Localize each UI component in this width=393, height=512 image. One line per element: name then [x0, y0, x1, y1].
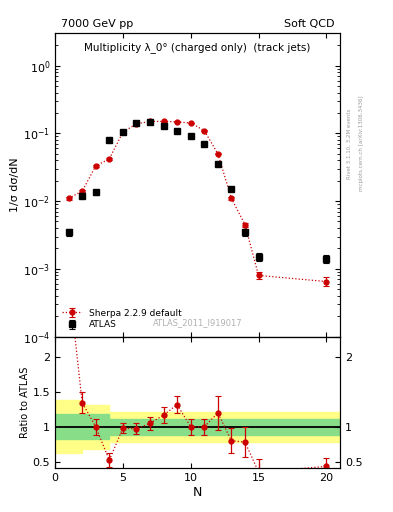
- Text: Soft QCD: Soft QCD: [284, 19, 334, 29]
- Text: ATLAS_2011_I919017: ATLAS_2011_I919017: [152, 318, 242, 328]
- Y-axis label: 1/σ dσ/dN: 1/σ dσ/dN: [10, 158, 20, 212]
- Legend: Sherpa 2.2.9 default, ATLAS: Sherpa 2.2.9 default, ATLAS: [59, 306, 185, 332]
- Text: Multiplicity λ_0° (charged only)  (track jets): Multiplicity λ_0° (charged only) (track …: [84, 42, 311, 53]
- Text: 7000 GeV pp: 7000 GeV pp: [61, 19, 133, 29]
- X-axis label: N: N: [193, 486, 202, 499]
- Text: Rivet 3.1.10, 3.2M events: Rivet 3.1.10, 3.2M events: [347, 108, 351, 179]
- Y-axis label: Ratio to ATLAS: Ratio to ATLAS: [20, 367, 30, 438]
- Text: mcplots.cern.ch [arXiv:1306.3436]: mcplots.cern.ch [arXiv:1306.3436]: [359, 96, 364, 191]
